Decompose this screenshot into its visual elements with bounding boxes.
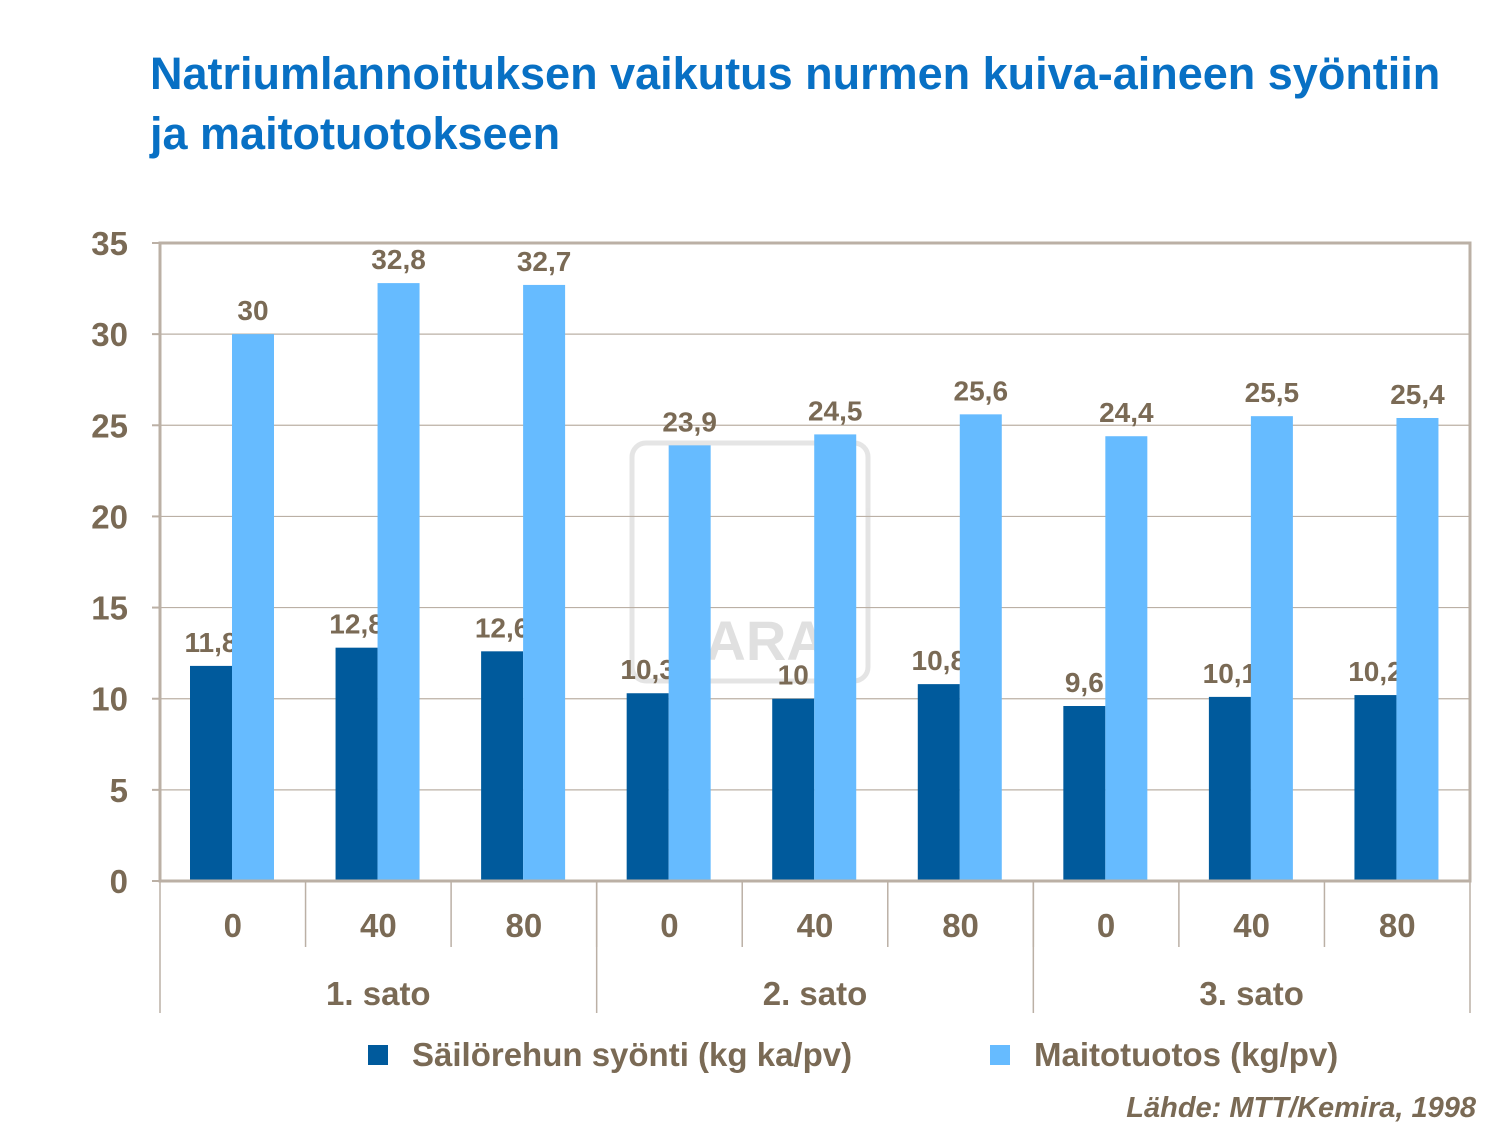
bar [626, 693, 669, 881]
data-label: 10,2 [1348, 656, 1403, 687]
data-label: 24,5 [808, 395, 863, 426]
legend-swatch-milk [990, 1045, 1010, 1065]
bar [814, 434, 857, 881]
data-label: 12,6 [475, 612, 530, 643]
x-tick-label: 0 [1097, 907, 1115, 944]
bar [523, 284, 566, 881]
bar [190, 665, 232, 881]
source-note: Lähde: MTT/Kemira, 1998 [1126, 1092, 1476, 1124]
y-tick-label: 35 [91, 225, 128, 262]
data-label: 24,4 [1099, 397, 1154, 428]
x-tick-label: 40 [797, 907, 834, 944]
bar [668, 445, 711, 881]
y-tick-label: 25 [91, 407, 128, 444]
bar [959, 414, 1002, 881]
y-tick-label: 15 [91, 590, 128, 627]
data-label: 30 [237, 295, 268, 326]
bar [1208, 696, 1251, 881]
bar [917, 684, 960, 881]
y-tick-label: 30 [91, 316, 128, 353]
y-tick-label: 0 [110, 863, 128, 900]
data-label: 23,9 [662, 406, 717, 437]
bar [232, 334, 274, 882]
data-label: 32,7 [517, 246, 572, 277]
data-label: 32,8 [371, 244, 426, 275]
legend-item-silage: Säilörehun syönti (kg ka/pv) [368, 1036, 852, 1074]
x-tick-label: 40 [1233, 907, 1270, 944]
data-label: 10,3 [620, 654, 675, 685]
data-label: 25,5 [1245, 377, 1300, 408]
y-tick-label: 5 [110, 772, 128, 809]
x-tick-label: 80 [506, 907, 543, 944]
bar [1396, 417, 1439, 881]
watermark-frame [629, 440, 871, 684]
bar [1250, 416, 1293, 881]
y-tick-label: 10 [91, 681, 128, 718]
y-tick-label: 20 [91, 498, 128, 535]
data-label: 25,6 [954, 375, 1009, 406]
data-label: 10 [778, 660, 809, 691]
legend-item-milk: Maitotuotos (kg/pv) [990, 1036, 1338, 1074]
legend-label-milk: Maitotuotos (kg/pv) [1034, 1036, 1339, 1073]
x-tick-label: 80 [942, 907, 979, 944]
x-tick-label: 0 [660, 907, 678, 944]
data-label: 10,1 [1203, 658, 1258, 689]
chart-title: Natriumlannoituksen vaikutus nurmen kuiv… [150, 48, 1441, 159]
x-tick-label: 0 [224, 907, 242, 944]
data-label: 12,8 [329, 609, 384, 640]
bar [1354, 695, 1397, 881]
data-label: 11,8 [185, 627, 238, 658]
bar [1105, 436, 1148, 881]
legend-label-silage: Säilörehun syönti (kg ka/pv) [412, 1036, 853, 1073]
legend-swatch-silage [368, 1045, 388, 1065]
bar [481, 651, 524, 881]
x-tick-label: 40 [360, 907, 397, 944]
plot-frame [158, 241, 1472, 883]
group-label: 1. sato [326, 975, 431, 1012]
x-tick-label: 80 [1379, 907, 1416, 944]
bar [772, 698, 815, 881]
data-label: 9,6 [1065, 667, 1104, 698]
bar [377, 283, 420, 881]
bar [335, 647, 378, 881]
data-label: 10,8 [912, 645, 967, 676]
group-label: 3. sato [1199, 975, 1304, 1012]
group-label: 2. sato [763, 975, 868, 1012]
bar [1063, 706, 1106, 881]
data-label: 25,4 [1390, 379, 1445, 410]
